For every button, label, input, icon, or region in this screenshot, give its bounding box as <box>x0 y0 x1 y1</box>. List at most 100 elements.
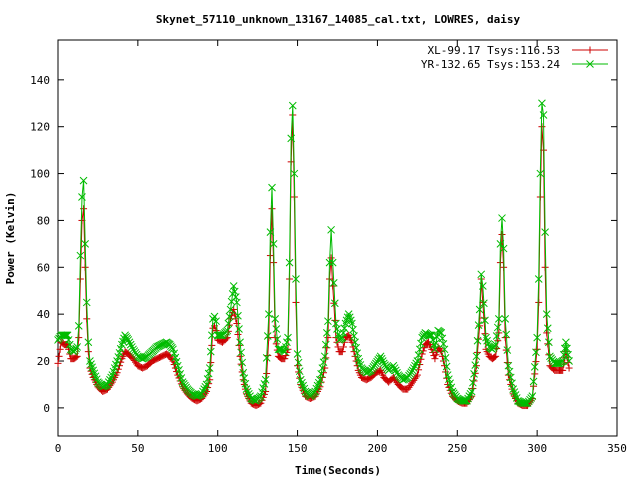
data-point <box>505 367 514 376</box>
data-point <box>294 358 303 367</box>
data-point <box>290 169 299 178</box>
data-point <box>529 377 538 386</box>
data-point <box>339 343 347 351</box>
data-point <box>496 240 505 248</box>
data-point <box>376 352 385 361</box>
data-point <box>84 348 92 356</box>
data-point <box>533 333 541 342</box>
data-point <box>200 385 208 393</box>
data-point <box>480 314 488 322</box>
data-point <box>293 350 302 358</box>
data-point <box>504 361 513 370</box>
data-point <box>197 389 206 398</box>
data-point <box>459 396 468 405</box>
data-point <box>272 325 281 333</box>
data-point <box>199 387 207 396</box>
y-tick-label: 120 <box>30 121 50 134</box>
data-point <box>282 343 290 351</box>
data-point <box>563 344 571 353</box>
legend-label: YR-132.65 Tsys:153.24 <box>421 58 560 71</box>
data-point <box>56 345 64 353</box>
data-point <box>104 378 113 386</box>
data-point <box>498 214 506 222</box>
data-point <box>327 225 335 234</box>
data-point <box>80 205 88 213</box>
data-point <box>61 331 70 340</box>
y-tick-label: 60 <box>37 261 50 274</box>
data-point <box>586 60 594 68</box>
data-point <box>338 333 347 342</box>
data-point <box>466 389 475 398</box>
data-point <box>318 364 327 372</box>
data-point <box>499 244 508 253</box>
data-point <box>316 375 324 384</box>
data-point <box>330 299 339 308</box>
data-point <box>467 387 476 396</box>
data-point <box>212 317 220 326</box>
data-point <box>389 361 398 370</box>
y-axis: 0 20 40 60 80 100 120 140 <box>30 74 617 415</box>
data-point <box>431 355 439 363</box>
data-point <box>412 359 421 368</box>
data-point <box>391 366 400 375</box>
y-tick-label: 100 <box>30 168 50 181</box>
data-point <box>412 373 420 381</box>
data-point <box>431 345 439 354</box>
data-point <box>378 357 387 365</box>
data-point <box>465 392 474 401</box>
data-point <box>210 312 219 321</box>
data-point <box>81 263 89 271</box>
data-point <box>295 367 304 376</box>
data-point <box>463 396 471 405</box>
data-point <box>411 375 419 383</box>
data-point <box>477 270 486 279</box>
data-point <box>263 370 271 378</box>
data-point <box>130 356 138 364</box>
data-point <box>280 347 289 356</box>
data-point <box>520 399 528 408</box>
data-point <box>217 331 226 340</box>
data-point <box>207 359 215 367</box>
data-point <box>243 387 252 396</box>
data-point <box>224 319 233 328</box>
data-point <box>533 345 541 353</box>
data-point <box>545 338 553 347</box>
data-point <box>201 382 210 391</box>
data-point <box>474 321 483 329</box>
data-point <box>238 358 247 367</box>
x-axis-label: Time(Seconds) <box>295 464 381 477</box>
data-point <box>319 358 328 367</box>
data-point <box>264 310 273 319</box>
data-point <box>407 380 415 388</box>
data-point <box>226 305 235 314</box>
data-point <box>464 394 472 403</box>
data-point <box>63 331 72 340</box>
data-point <box>126 340 135 349</box>
data-point <box>432 351 440 359</box>
data-point <box>284 333 292 342</box>
data-point <box>417 339 425 348</box>
data-point <box>292 275 300 283</box>
data-point <box>103 380 112 389</box>
data-point <box>425 331 434 340</box>
data-point <box>124 336 133 344</box>
data-point <box>560 344 569 353</box>
data-point <box>552 359 560 368</box>
data-point <box>410 376 418 384</box>
data-point <box>543 324 552 333</box>
data-point <box>390 364 399 372</box>
data-point <box>586 46 594 54</box>
x-tick-label: 250 <box>447 442 467 455</box>
data-point <box>349 325 357 334</box>
data-point <box>261 375 270 384</box>
data-point <box>528 392 537 401</box>
data-point <box>74 322 83 330</box>
data-point <box>324 317 332 326</box>
data-point <box>82 298 91 307</box>
y-tick-label: 40 <box>37 308 50 321</box>
data-point <box>377 354 386 363</box>
data-point <box>440 345 449 354</box>
data-point <box>480 299 488 308</box>
